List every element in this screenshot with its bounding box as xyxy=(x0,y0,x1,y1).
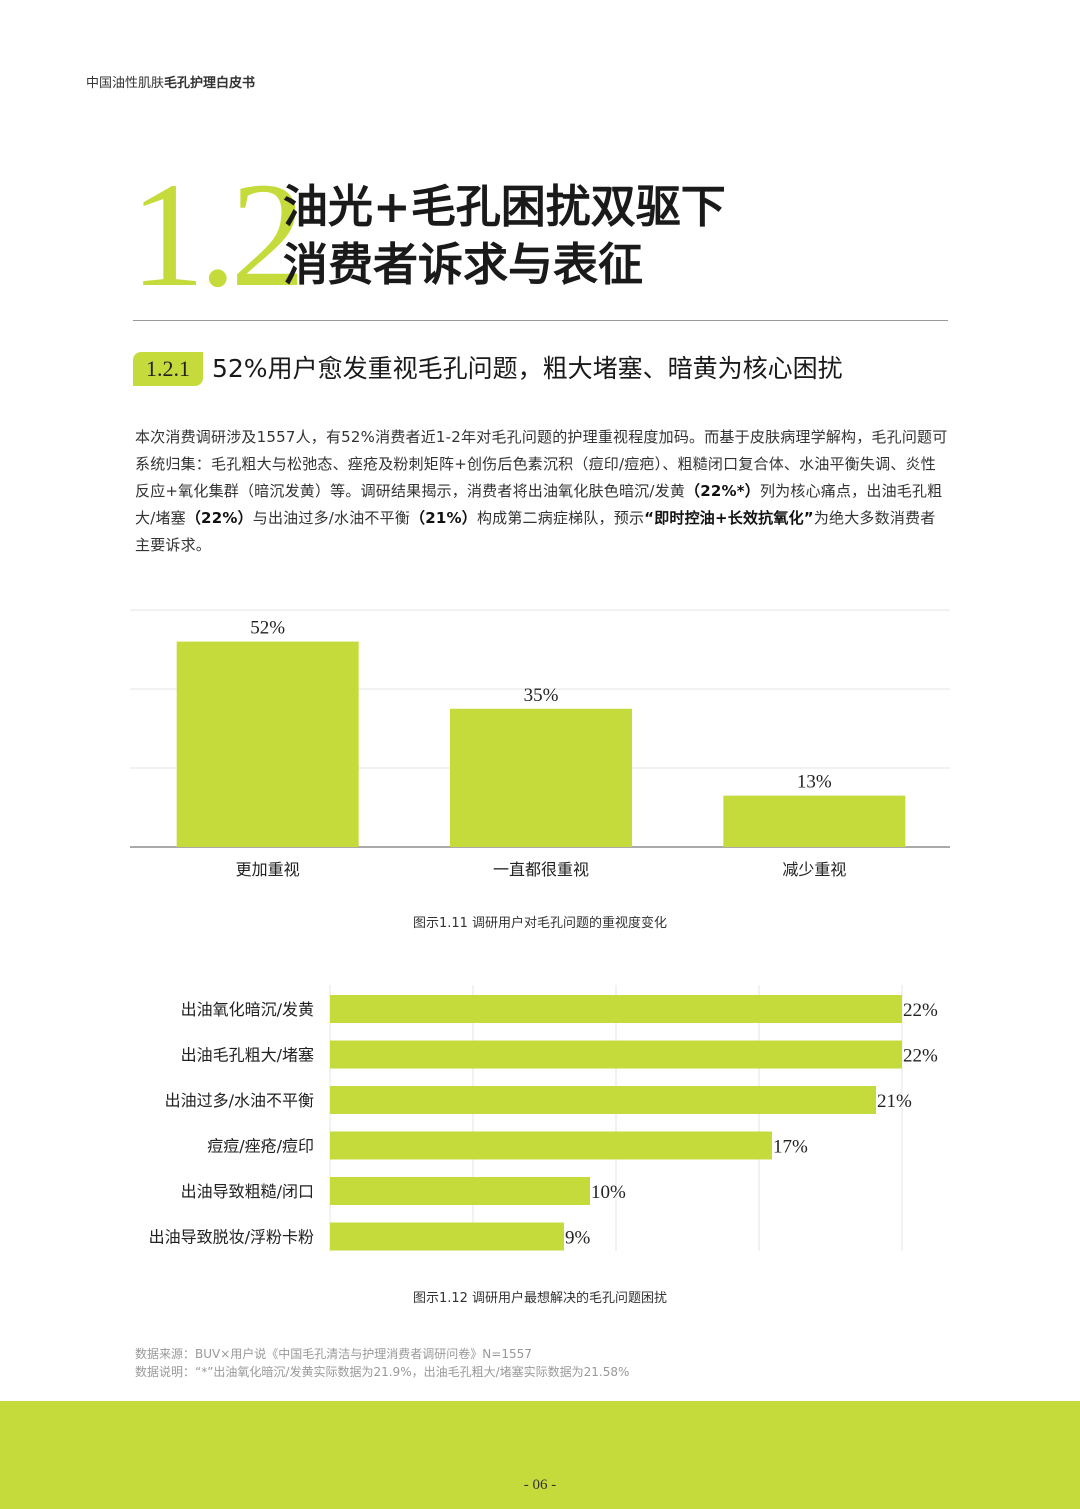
page-number: - 06 - xyxy=(523,1477,557,1493)
data-notes: 数据来源：BUV×用户说《中国毛孔清洁与护理消费者调研问卷》N=1557 数据说… xyxy=(135,1345,629,1381)
bar xyxy=(176,641,359,847)
bar xyxy=(330,995,902,1023)
x-tick-label: 减少重视 xyxy=(782,860,846,879)
para-text-4: 构成第二病症梯队，预示 xyxy=(476,509,645,527)
data-label: 52% xyxy=(250,618,285,639)
section-title: 油光+毛孔困扰双驱下 消费者诉求与表征 xyxy=(283,178,726,294)
data-label: 9% xyxy=(565,1228,591,1249)
y-tick-label: 痘痘/痤疮/痘印 xyxy=(207,1137,314,1156)
x-tick-label: 一直都很重视 xyxy=(493,860,589,879)
document-header: 中国油性肌肤毛孔护理白皮书 xyxy=(86,72,255,91)
bar xyxy=(330,1086,876,1114)
subsection-title: 52%用户愈发重视毛孔问题，粗大堵塞、暗黄为核心困扰 xyxy=(212,354,843,383)
section-title-line2: 消费者诉求与表征 xyxy=(283,238,644,291)
header-prefix: 中国油性肌肤 xyxy=(86,76,165,91)
data-source-note: 数据来源：BUV×用户说《中国毛孔清洁与护理消费者调研问卷》N=1557 xyxy=(135,1347,532,1361)
bar xyxy=(723,795,906,847)
bar xyxy=(330,1177,590,1205)
x-tick-label: 更加重视 xyxy=(236,860,300,879)
y-tick-label: 出油过多/水油不平衡 xyxy=(165,1091,314,1110)
data-label: 13% xyxy=(797,772,832,793)
para-bold-3: （21%） xyxy=(410,509,477,527)
subsection-number-badge: 1.2.1 xyxy=(133,352,203,386)
y-tick-label: 出油毛孔粗大/堵塞 xyxy=(181,1046,314,1065)
data-label: 17% xyxy=(773,1137,808,1158)
data-explain-note: 数据说明：“*”出油氧化暗沉/发黄实际数据为21.9%，出油毛孔粗大/堵塞实际数… xyxy=(135,1365,630,1379)
bar xyxy=(450,708,632,847)
para-bold-2: （22%） xyxy=(185,509,253,527)
data-label: 22% xyxy=(903,1046,938,1067)
para-bold-1: （22%*） xyxy=(685,482,760,500)
pore-concern-bar-chart: 22% 出油氧化暗沉/发黄 22% 出油毛孔粗大/堵塞 21% 出油过多/水油不平衡 17%… xyxy=(149,985,938,1251)
data-label: 22% xyxy=(903,1000,938,1021)
body-paragraph: 本次消费调研涉及1557人，有52%消费者近1-2年对毛孔问题的护理重视程度加码… xyxy=(135,424,950,559)
y-tick-label: 出油导致脱妆/浮粉卡粉 xyxy=(149,1228,314,1247)
section-number: 1.2 xyxy=(130,152,305,318)
para-text-2: 列为核心痛点，出油毛孔粗大/堵塞 xyxy=(135,482,943,527)
y-tick-label: 出油导致粗糙/闭口 xyxy=(181,1182,314,1201)
chart2-caption: 图示1.12 调研用户最想解决的毛孔问题困扰 xyxy=(412,1291,668,1306)
data-label: 21% xyxy=(877,1091,912,1112)
y-tick-label: 出油氧化暗沉/发黄 xyxy=(181,1000,314,1019)
header-title: 毛孔护理白皮书 xyxy=(164,76,256,91)
para-bold-4: “即时控油+长效抗氧化” xyxy=(644,509,814,527)
para-text-1: 本次消费调研涉及1557人，有52%消费者近1-2年对毛孔问题的护理重视程度加码… xyxy=(135,428,948,500)
bar xyxy=(330,1222,564,1251)
footer-bar xyxy=(0,1401,1080,1509)
chart1-caption: 图示1.11 调研用户对毛孔问题的重视度变化 xyxy=(412,916,668,931)
data-label: 10% xyxy=(591,1182,626,1203)
data-label: 35% xyxy=(524,685,559,706)
attention-change-bar-chart: 52% 更加重视 35% 一直都很重视 13% 减少重视 xyxy=(130,609,950,879)
bar xyxy=(330,1131,772,1160)
bar xyxy=(330,1040,902,1069)
para-text-5: 为绝大多数消费者主要诉求。 xyxy=(135,509,936,554)
section-divider xyxy=(133,320,948,321)
para-text-3: 与出油过多/水油不平衡 xyxy=(252,509,411,527)
section-title-line1: 油光+毛孔困扰双驱下 xyxy=(283,180,726,233)
